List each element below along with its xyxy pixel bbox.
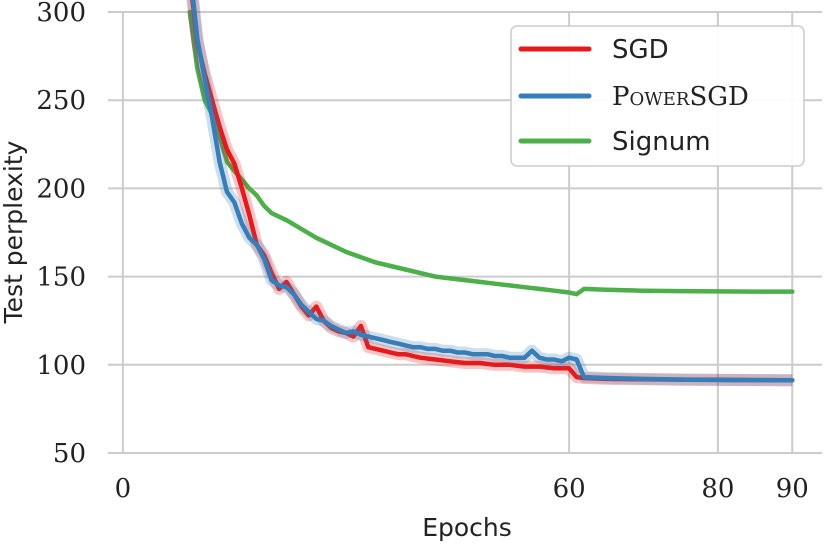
legend-label-signum: Signum xyxy=(612,127,711,157)
x-tick-label: 80 xyxy=(701,474,734,504)
y-tick-label: 200 xyxy=(36,174,86,204)
legend-label-sgd: SGD xyxy=(612,35,669,65)
y-tick-label: 300 xyxy=(36,0,86,28)
y-axis-label: Test perplexity xyxy=(0,140,28,324)
legend: SGD PowerSGD Signum xyxy=(510,25,805,167)
y-tick-label: 50 xyxy=(53,439,86,469)
x-axis-label: Epochs xyxy=(422,513,512,542)
y-tick-label: 100 xyxy=(36,351,86,381)
tick-labels: 50 100 150 200 250 300 0 60 80 90 xyxy=(36,0,808,504)
legend-box xyxy=(510,25,805,167)
y-tick-label: 250 xyxy=(36,86,86,116)
y-tick-label: 150 xyxy=(36,263,86,293)
series-line-powersgd xyxy=(190,0,795,383)
x-tick-label: 0 xyxy=(115,474,132,504)
series-lines xyxy=(186,0,795,387)
series-line-sgd xyxy=(190,0,795,383)
x-tick-label: 90 xyxy=(776,474,809,504)
legend-label-powersgd: PowerSGD xyxy=(612,82,749,112)
x-tick-label: 60 xyxy=(553,474,586,504)
